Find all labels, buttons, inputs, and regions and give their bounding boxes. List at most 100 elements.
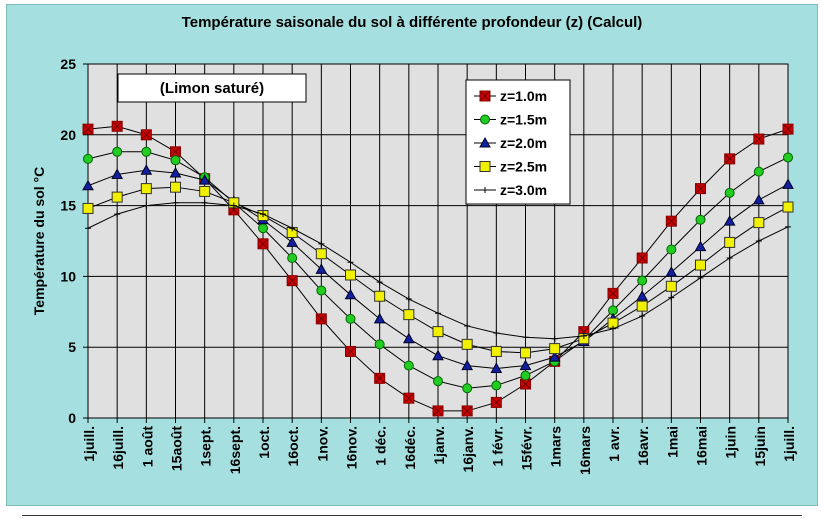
marker-circle: [258, 223, 268, 234]
marker-x: [783, 124, 793, 134]
marker-plus: [464, 322, 471, 329]
marker-square: [111, 191, 123, 203]
marker-triangle: [315, 263, 328, 274]
marker-plus: [580, 332, 587, 339]
x-tick-label: 16nov.: [344, 426, 360, 469]
marker-plus: [347, 259, 354, 266]
marker-triangle: [82, 179, 94, 191]
marker-x: [375, 373, 385, 383]
marker-circle: [83, 153, 93, 164]
x-tick-label: 1nov.: [314, 426, 330, 462]
marker-triangle: [402, 332, 415, 344]
marker-square: [520, 347, 531, 359]
marker-x: [346, 347, 355, 356]
marker-plus: [85, 225, 91, 232]
marker-square: [549, 343, 561, 355]
marker-triangle: [665, 266, 678, 277]
marker-circle: [491, 380, 502, 391]
marker-plus: [289, 225, 296, 232]
marker-circle: [637, 275, 648, 286]
marker-square: [782, 201, 794, 213]
marker-circle: [666, 244, 677, 255]
x-tick-label: 1juin: [723, 426, 739, 459]
annotation-box: [117, 73, 307, 103]
x-tick-label: 1juill.: [781, 426, 797, 462]
legend-label: z=3.0m: [500, 182, 547, 198]
marker-circle: [433, 376, 443, 387]
marker-circle: [462, 383, 473, 394]
marker-x: [608, 289, 618, 298]
x-tick-label: 1juill.: [81, 426, 97, 462]
marker-triangle: [373, 312, 386, 324]
x-tick-label: 1 févr.: [489, 426, 505, 466]
marker-triangle: [461, 359, 474, 371]
marker-x: [112, 121, 122, 131]
marker-plus: [260, 211, 266, 218]
y-tick-label: 0: [68, 410, 76, 426]
marker-square: [695, 259, 706, 271]
marker-plus: [114, 211, 121, 218]
marker-square: [479, 161, 491, 172]
x-tick-label: 15août: [169, 426, 185, 471]
marker-x: [83, 124, 93, 134]
marker-x: [666, 216, 676, 226]
x-tick-label: 16juill.: [110, 426, 126, 470]
marker-triangle: [432, 349, 444, 361]
y-tick-label: 25: [60, 56, 76, 72]
marker-triangle: [286, 236, 299, 247]
marker-x: [316, 314, 326, 324]
marker-circle: [112, 146, 123, 157]
marker-triangle: [636, 290, 649, 301]
marker-triangle: [169, 167, 182, 178]
marker-plus: [318, 240, 325, 247]
marker-x: [725, 154, 735, 164]
x-tick-label: 16mars: [577, 426, 593, 475]
marker-triangle: [548, 351, 561, 362]
marker-square: [140, 183, 152, 195]
marker-triangle: [111, 168, 124, 179]
marker-square: [199, 185, 211, 197]
x-tick-label: 1mai: [664, 426, 680, 458]
y-tick-label: 5: [68, 339, 76, 355]
marker-square: [374, 290, 386, 302]
marker-triangle: [694, 240, 707, 252]
marker-square: [403, 309, 415, 321]
marker-x: [521, 379, 530, 389]
marker-x: [480, 91, 490, 101]
y-tick-label: 20: [60, 127, 76, 143]
marker-circle: [287, 252, 298, 263]
marker-plus: [755, 238, 762, 244]
marker-square: [461, 338, 473, 350]
divider: [22, 515, 802, 516]
legend-label: z=1.0m: [500, 88, 547, 104]
marker-square: [636, 300, 648, 312]
marker-plus: [405, 296, 412, 303]
x-tick-label: 16sept.: [227, 426, 243, 474]
x-tick-label: 1janv.: [431, 426, 447, 465]
x-tick-label: 1sept.: [198, 426, 214, 466]
marker-plus: [435, 310, 441, 317]
marker-square: [170, 181, 181, 193]
marker-square: [315, 248, 327, 260]
marker-plus: [230, 202, 237, 209]
marker-x: [287, 276, 297, 286]
marker-x: [491, 398, 501, 407]
x-tick-label: 1mars: [548, 426, 564, 467]
marker-square: [345, 269, 356, 281]
marker-plus: [668, 294, 675, 301]
marker-triangle: [752, 193, 765, 205]
marker-circle: [345, 313, 356, 324]
marker-circle: [170, 155, 181, 166]
x-tick-label: 1 avr.: [606, 426, 622, 462]
marker-square: [724, 236, 736, 248]
marker-plus: [610, 325, 616, 332]
marker-circle: [520, 370, 531, 381]
marker-triangle: [479, 136, 491, 148]
marker-plus: [726, 254, 733, 261]
marker-triangle: [723, 215, 736, 226]
marker-x: [404, 393, 414, 403]
marker-circle: [316, 285, 327, 296]
series-z-3-0m: [85, 199, 791, 342]
marker-square: [432, 326, 444, 338]
